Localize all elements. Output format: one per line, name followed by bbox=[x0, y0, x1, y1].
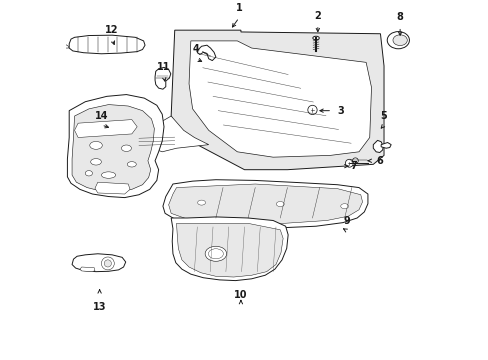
Polygon shape bbox=[72, 254, 125, 272]
Ellipse shape bbox=[386, 32, 408, 49]
Text: 14: 14 bbox=[95, 111, 108, 121]
Ellipse shape bbox=[90, 141, 102, 149]
Polygon shape bbox=[65, 45, 68, 48]
Polygon shape bbox=[380, 143, 390, 148]
Polygon shape bbox=[95, 182, 130, 194]
Text: 8: 8 bbox=[396, 12, 403, 22]
Polygon shape bbox=[171, 217, 287, 280]
Text: 9: 9 bbox=[343, 216, 349, 226]
Ellipse shape bbox=[276, 202, 284, 207]
Ellipse shape bbox=[197, 200, 205, 205]
Text: 1: 1 bbox=[235, 3, 242, 13]
Ellipse shape bbox=[340, 204, 348, 209]
Text: 11: 11 bbox=[157, 62, 170, 72]
Text: 13: 13 bbox=[93, 302, 106, 312]
Circle shape bbox=[101, 257, 114, 270]
Polygon shape bbox=[372, 140, 383, 153]
Polygon shape bbox=[171, 30, 383, 170]
Text: 7: 7 bbox=[349, 161, 356, 171]
Polygon shape bbox=[72, 105, 154, 192]
Ellipse shape bbox=[121, 145, 131, 152]
Polygon shape bbox=[168, 184, 362, 223]
Polygon shape bbox=[67, 95, 163, 198]
Text: 6: 6 bbox=[376, 156, 383, 166]
Polygon shape bbox=[132, 116, 208, 152]
Text: 2: 2 bbox=[314, 10, 321, 21]
Polygon shape bbox=[189, 41, 371, 157]
Ellipse shape bbox=[85, 171, 92, 176]
Circle shape bbox=[104, 260, 111, 267]
Circle shape bbox=[345, 159, 352, 167]
Ellipse shape bbox=[101, 172, 116, 178]
Text: 3: 3 bbox=[337, 106, 344, 116]
Ellipse shape bbox=[312, 36, 319, 40]
Circle shape bbox=[352, 158, 358, 163]
Text: 10: 10 bbox=[234, 289, 247, 300]
Ellipse shape bbox=[127, 162, 136, 167]
Polygon shape bbox=[74, 120, 137, 138]
Text: 5: 5 bbox=[380, 111, 386, 121]
Ellipse shape bbox=[90, 159, 101, 165]
Ellipse shape bbox=[205, 246, 226, 261]
Text: 4: 4 bbox=[192, 45, 199, 54]
Circle shape bbox=[307, 105, 317, 114]
Polygon shape bbox=[80, 267, 95, 272]
Polygon shape bbox=[197, 45, 215, 60]
Polygon shape bbox=[176, 223, 283, 277]
Ellipse shape bbox=[392, 35, 407, 46]
Ellipse shape bbox=[208, 249, 223, 259]
Text: 12: 12 bbox=[105, 25, 119, 35]
Polygon shape bbox=[69, 35, 145, 54]
Polygon shape bbox=[163, 180, 367, 228]
Polygon shape bbox=[155, 67, 170, 89]
